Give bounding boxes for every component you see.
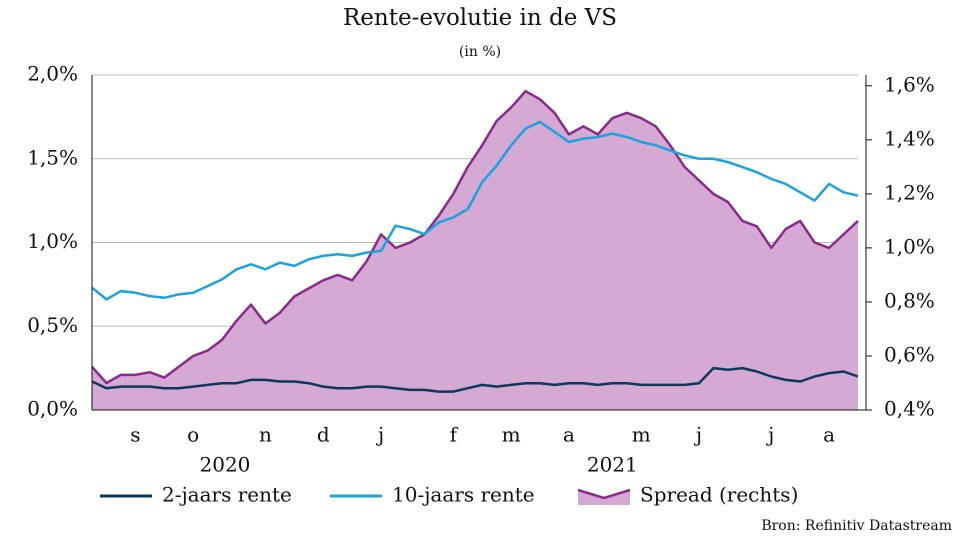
x-tick-label: o xyxy=(187,423,199,447)
x-tick-label: j xyxy=(694,423,702,447)
x-tick-label: f xyxy=(450,423,459,447)
x-tick-label: j xyxy=(766,423,774,447)
legend-label: 10-jaars rente xyxy=(392,483,535,507)
y-tick-label: 0,5% xyxy=(27,313,78,337)
x-tick-label: a xyxy=(823,423,835,447)
y2-tick-label: 0,4% xyxy=(884,397,935,421)
y2-tick-label: 1,4% xyxy=(884,126,935,150)
chart-title: Rente-evolutie in de VS xyxy=(343,5,617,31)
area xyxy=(92,91,858,410)
y2-tick-label: 1,6% xyxy=(884,72,935,96)
line xyxy=(91,366,859,393)
line xyxy=(91,120,859,301)
x-tick-label: j xyxy=(376,423,384,447)
x-tick-label: d xyxy=(317,423,330,447)
y2-tick-label: 1,0% xyxy=(884,234,935,258)
y-tick-label: 0,0% xyxy=(27,397,78,421)
source-note: Bron: Refinitiv Datastream xyxy=(761,518,952,534)
chart-subtitle: (in %) xyxy=(459,44,501,60)
legend-label: 2-jaars rente xyxy=(162,483,292,507)
x-tick-label: m xyxy=(502,423,521,447)
y-tick-label: 1,0% xyxy=(27,229,78,253)
legend-swatch xyxy=(578,490,630,505)
y2-tick-label: 1,2% xyxy=(884,180,935,204)
y2-tick-label: 0,8% xyxy=(884,288,935,312)
y-tick-label: 2,0% xyxy=(27,62,78,86)
x-tick-label: a xyxy=(563,423,575,447)
year-label: 2020 xyxy=(200,453,251,477)
legend-label: Spread (rechts) xyxy=(640,483,798,507)
year-label: 2021 xyxy=(587,453,638,477)
line xyxy=(91,89,859,385)
y2-tick-label: 0,6% xyxy=(884,342,935,366)
legend-swatch-line xyxy=(577,488,631,500)
x-tick-label: n xyxy=(259,423,272,447)
x-tick-label: s xyxy=(130,423,140,447)
x-tick-label: m xyxy=(632,423,651,447)
y-tick-label: 1,5% xyxy=(27,145,78,169)
